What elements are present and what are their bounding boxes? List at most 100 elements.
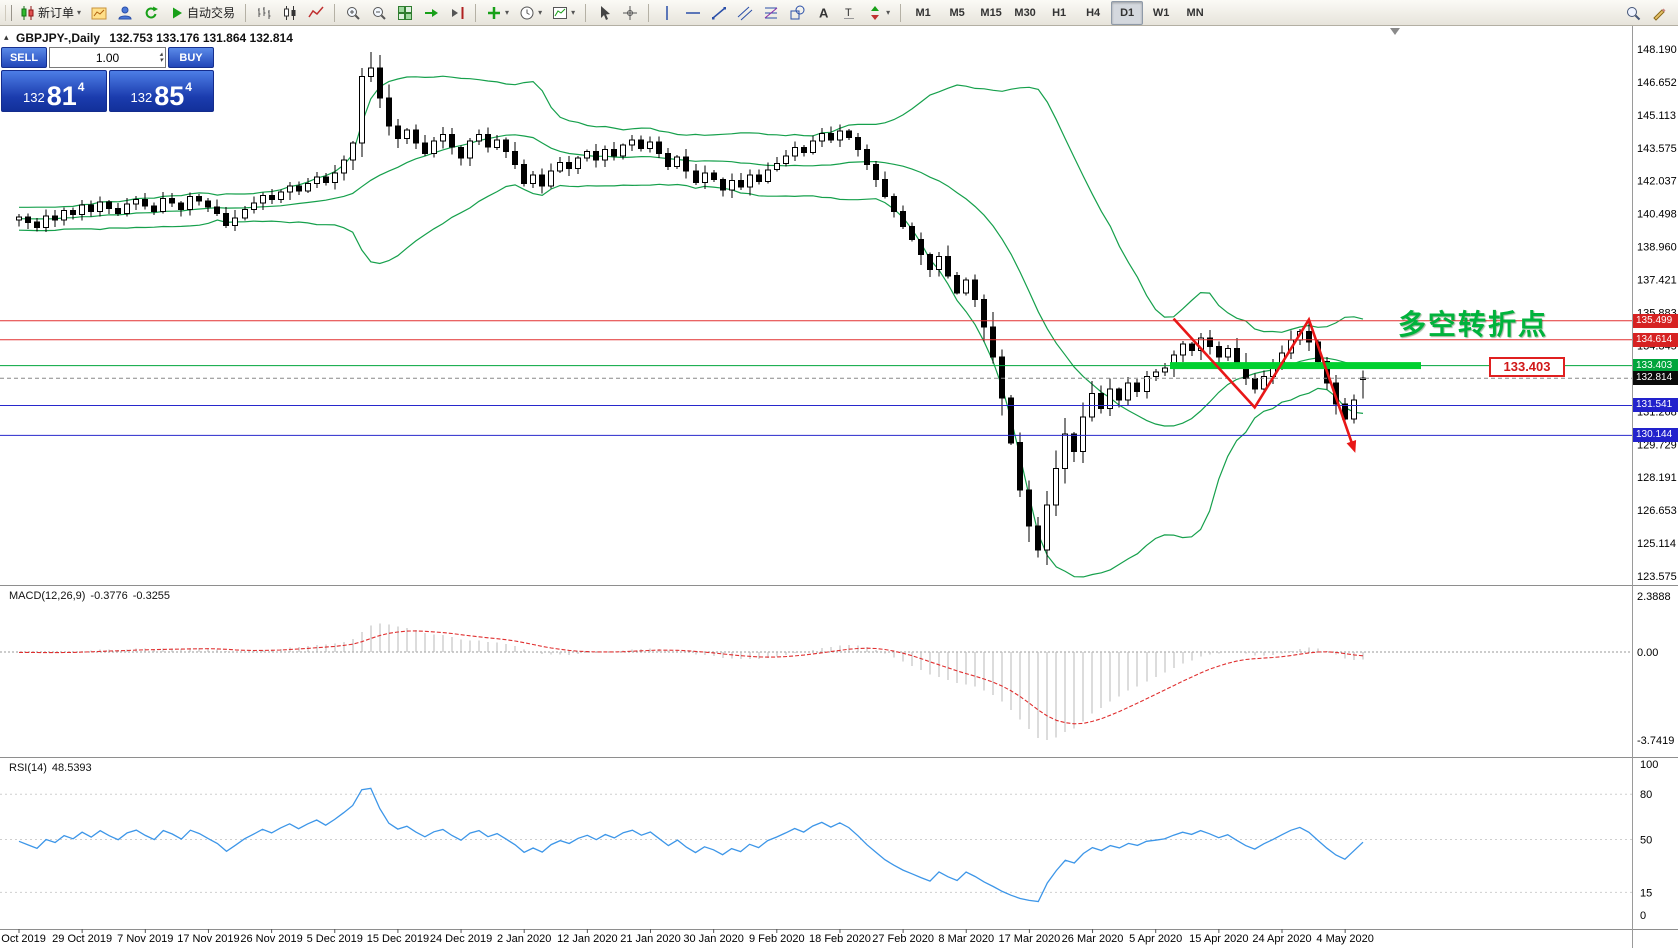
auto-scroll-button[interactable] [419,1,443,25]
svg-text:9 Oct 2019: 9 Oct 2019 [0,933,46,945]
auto-trading-button[interactable]: 自动交易 [165,1,239,25]
price-flag-130.144: 130.144 [1633,428,1678,442]
crosshair-button[interactable] [618,1,642,25]
arrow-objects-button[interactable]: ▾ [863,1,894,25]
quick-edit-button[interactable] [1647,1,1671,25]
timeframe-h4-button[interactable]: H4 [1086,6,1101,19]
text-label-button[interactable]: T [837,1,861,25]
timeframe-h1-button[interactable]: H1 [1052,6,1067,19]
caret-down-icon: ▾ [571,8,576,17]
timeframe-m1-button[interactable]: M1 [915,6,931,19]
one-click-trading-panel: SELL 1.00 ▴ ▾ BUY 132 81 4 132 85 4 [1,47,214,112]
price-axis-labels[interactable]: 148.190 146.652 145.113 143.575 142.037 140.4… [1637,44,1677,922]
new-order-label: 新订单 [38,6,75,20]
bar-chart-button[interactable] [252,1,276,25]
new-order-icon [20,5,36,21]
volume-up-icon[interactable]: ▴ [159,50,163,58]
horizontal-line-button[interactable] [681,1,705,25]
sell-price-button[interactable]: 132 81 4 [1,70,107,112]
indicators-button[interactable]: ▾ [482,1,513,25]
pane-separators[interactable] [0,26,1678,948]
timeframe-w1-button[interactable]: W1 [1152,6,1170,19]
ask-main: 85 [154,81,185,112]
vertical-line-button[interactable] [655,1,679,25]
fibonacci-button[interactable] [759,1,783,25]
chart-shift-marker[interactable] [1390,28,1400,35]
chart-shift-button[interactable] [445,1,469,25]
support-bar-133.403[interactable] [1170,362,1421,370]
svg-text:142.037: 142.037 [1637,176,1677,188]
svg-text:7 Nov 2019: 7 Nov 2019 [117,933,173,945]
svg-text:17 Nov 2019: 17 Nov 2019 [177,933,239,945]
svg-text:126.653: 126.653 [1637,505,1677,517]
timeframe-m30-button[interactable]: M30 [1014,6,1036,19]
svg-text:15: 15 [1640,887,1652,899]
cursor-icon [596,5,612,21]
templates-button[interactable]: ▾ [548,1,579,25]
trend-zigzag-annotation[interactable] [1172,316,1356,450]
volume-down-icon[interactable]: ▾ [159,56,163,64]
bollinger-bands [18,75,1364,578]
line-chart-button[interactable] [304,1,328,25]
shapes-button[interactable] [785,1,809,25]
rsi-indicator-label: RSI(14) 48.5393 [9,762,97,774]
chart-window-button[interactable] [87,1,111,25]
candle-chart-button[interactable] [278,1,302,25]
chart-title: GBPJPY-,Daily 132.753 133.176 131.864 13… [16,31,293,45]
navigator-refresh-button[interactable] [139,1,163,25]
svg-text:2.3888: 2.3888 [1637,591,1671,603]
zoom-in-icon [345,5,361,21]
line-chart-icon [308,5,324,21]
trendline-button[interactable] [707,1,731,25]
volume-spinner[interactable]: ▴ ▾ [159,49,163,66]
crosshair-icon [622,5,638,21]
caret-down-icon: ▾ [538,8,543,17]
buy-price-button[interactable]: 132 85 4 [108,70,214,112]
rsi-panel [0,787,1632,903]
text-button[interactable]: A [811,1,835,25]
svg-text:5 Dec 2019: 5 Dec 2019 [307,933,363,945]
play-icon [169,5,185,21]
zoom-out-button[interactable] [367,1,391,25]
svg-text:5 Apr 2020: 5 Apr 2020 [1129,933,1182,945]
svg-text:138.960: 138.960 [1637,242,1677,254]
template-icon [552,5,568,21]
macd-value-signal: -0.3255 [132,590,171,602]
svg-text:137.421: 137.421 [1637,275,1677,287]
clock-icon [519,5,535,21]
buy-button[interactable]: BUY [168,47,214,68]
horizontal-level-lines[interactable] [0,320,1632,436]
new-order-button[interactable]: 新订单 ▾ [16,1,85,25]
svg-text:8 Mar 2020: 8 Mar 2020 [938,933,994,945]
chart-ohlc-values: 132.753 133.176 131.864 132.814 [109,31,293,45]
search-button[interactable] [1621,1,1645,25]
candles [16,52,1366,565]
sell-button[interactable]: SELL [1,47,47,68]
timeframe-d1-button[interactable]: D1 [1111,0,1144,25]
svg-text:15 Dec 2019: 15 Dec 2019 [367,933,429,945]
svg-text:146.652: 146.652 [1637,77,1677,89]
toolbar-separator [585,3,587,22]
zigzag-arrowhead-icon [1346,440,1357,453]
cursor-button[interactable] [592,1,616,25]
one-click-collapse-icon[interactable]: ▴ [4,32,9,42]
turning-point-annotation: 多空转折点 [1398,309,1549,340]
timeframe-mn-button[interactable]: MN [1186,6,1204,19]
time-axis[interactable]: 9 Oct 2019 29 Oct 2019 7 Nov 2019 17 Nov 20… [0,929,1374,945]
svg-text:9 Feb 2020: 9 Feb 2020 [749,933,805,945]
macd-signal-line [19,630,1364,725]
zoom-in-button[interactable] [341,1,365,25]
svg-text:100: 100 [1640,759,1658,771]
market-watch-button[interactable] [113,1,137,25]
toolbar-grip[interactable] [5,4,12,21]
timeframe-m5-button[interactable]: M5 [949,6,965,19]
equidistant-channel-button[interactable] [733,1,757,25]
timeframe-m15-button[interactable]: M15 [980,6,1002,19]
tile-windows-button[interactable] [393,1,417,25]
trendline-icon [711,5,727,21]
periods-button[interactable]: ▾ [515,1,546,25]
label-icon: T [841,5,857,21]
svg-text:0: 0 [1640,910,1646,922]
volume-input[interactable]: 1.00 ▴ ▾ [49,47,166,68]
